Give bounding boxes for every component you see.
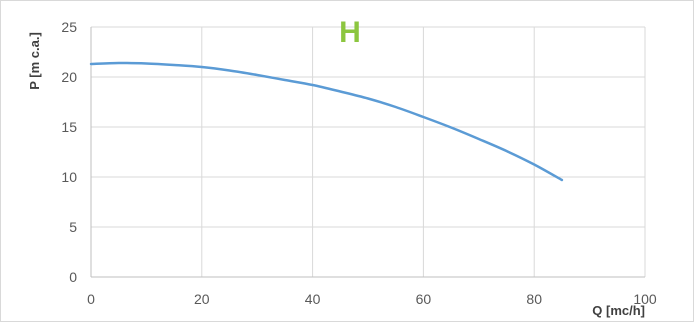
series-line: [89, 61, 564, 182]
x-tick-label: 20: [194, 291, 210, 307]
x-tick-label: 60: [416, 291, 432, 307]
y-axis-title: P [m c.a.]: [27, 32, 42, 90]
y-tick-label: 15: [61, 119, 77, 135]
axes: [90, 27, 645, 278]
tick-labels: 0 5 10 15 20 25 0 20 40 60 80 100: [61, 19, 656, 307]
x-tick-label: 0: [87, 291, 95, 307]
x-axis-title: Q [mc/h]: [592, 303, 645, 318]
x-tick-label: 40: [305, 291, 321, 307]
y-tick-label: 5: [69, 219, 77, 235]
series-layer: [89, 61, 564, 182]
chart-title: H: [339, 16, 361, 49]
y-tick-label: 0: [69, 269, 77, 285]
y-tick-label: 20: [61, 69, 77, 85]
gridlines: [91, 26, 646, 277]
x-tick-label: 100: [633, 291, 657, 307]
y-tick-label: 25: [61, 19, 77, 35]
x-tick-label: 80: [526, 291, 542, 307]
y-tick-label: 10: [61, 169, 77, 185]
